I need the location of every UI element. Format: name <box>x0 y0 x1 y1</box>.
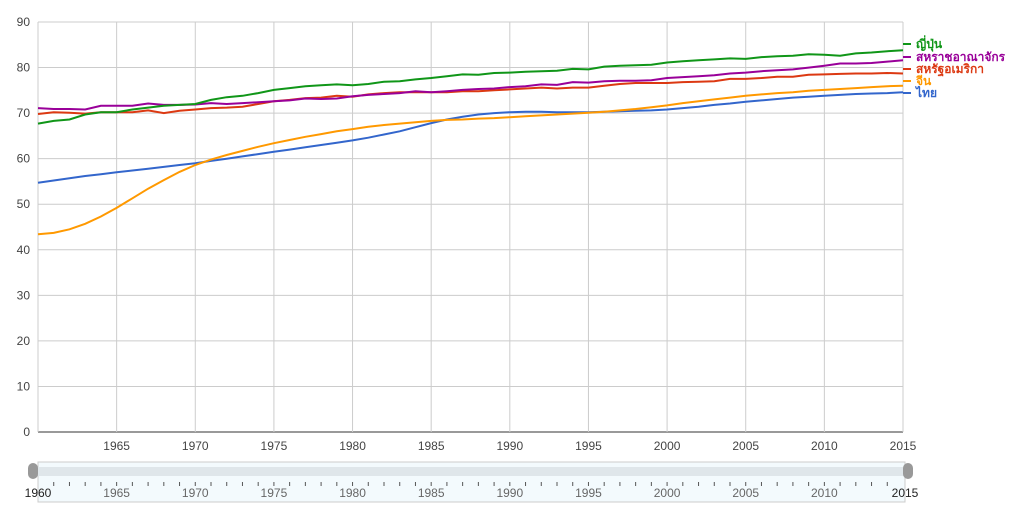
x-tick-label: 2015 <box>890 439 917 453</box>
x-tick-label: 2010 <box>811 439 838 453</box>
x-tick-label: 1965 <box>103 439 130 453</box>
y-tick-label: 70 <box>17 106 31 120</box>
x-tick-label: 1980 <box>339 439 366 453</box>
range-tick-label: 1970 <box>182 486 209 500</box>
range-tick-label: 1995 <box>575 486 602 500</box>
range-tick-label: 1985 <box>418 486 445 500</box>
x-tick-label: 1985 <box>418 439 445 453</box>
series-line[interactable] <box>37 91 904 184</box>
x-tick-label: 1990 <box>496 439 523 453</box>
series-lines <box>37 49 904 236</box>
series-line[interactable] <box>37 84 904 236</box>
range-tick-label: 1975 <box>261 486 288 500</box>
range-handle-left[interactable] <box>28 463 38 479</box>
y-tick-label: 0 <box>23 425 30 439</box>
x-tick-label: 1975 <box>261 439 288 453</box>
y-tick-label: 30 <box>17 288 31 302</box>
x-tick-label: 1970 <box>182 439 209 453</box>
legend-label[interactable]: ญี่ปุ่น <box>916 35 943 52</box>
legend-label[interactable]: สหรัฐอเมริกา <box>916 62 984 77</box>
gridlines <box>37 21 904 433</box>
x-tick-label: 1995 <box>575 439 602 453</box>
range-selector: 1965 1970 1975 1980 1985 1990 1995 2000 2005 2010… <box>25 461 919 503</box>
legend-label[interactable]: จีน <box>916 74 932 88</box>
x-tick-label: 2005 <box>732 439 759 453</box>
x-tick-label: 2000 <box>654 439 681 453</box>
range-tick-label: 1980 <box>339 486 366 500</box>
y-tick-label: 90 <box>17 15 31 29</box>
range-start-label: 1960 <box>25 486 52 500</box>
range-end-label: 2015 <box>892 486 919 500</box>
y-tick-label: 20 <box>17 334 31 348</box>
range-tick-label: 1990 <box>496 486 523 500</box>
range-tick-label: 2000 <box>654 486 681 500</box>
x-axis-ticks: 1965 1970 1975 1980 1985 1990 1995 2000 2005 2010… <box>103 439 916 453</box>
y-tick-label: 50 <box>17 197 31 211</box>
legend-label[interactable]: สหราชอาณาจักร <box>916 50 1006 64</box>
series-line[interactable] <box>37 49 904 125</box>
y-tick-label: 40 <box>17 243 31 257</box>
range-tick-label: 1965 <box>103 486 130 500</box>
legend-label[interactable]: ไทย <box>914 85 937 100</box>
series-line[interactable] <box>37 71 904 115</box>
range-selected-band[interactable] <box>38 467 905 476</box>
y-tick-label: 10 <box>17 379 31 393</box>
range-handle-right[interactable] <box>903 463 913 479</box>
y-axis-ticks: 0 10 20 30 40 50 60 70 80 90 <box>17 15 31 439</box>
y-tick-label: 80 <box>17 61 31 75</box>
range-tick-label: 2005 <box>732 486 759 500</box>
range-tick-label: 2010 <box>811 486 838 500</box>
y-tick-label: 60 <box>17 152 31 166</box>
